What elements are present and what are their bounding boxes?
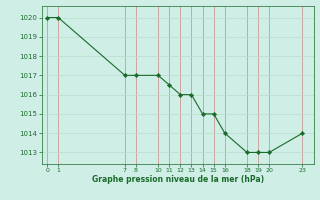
X-axis label: Graphe pression niveau de la mer (hPa): Graphe pression niveau de la mer (hPa) (92, 175, 264, 184)
